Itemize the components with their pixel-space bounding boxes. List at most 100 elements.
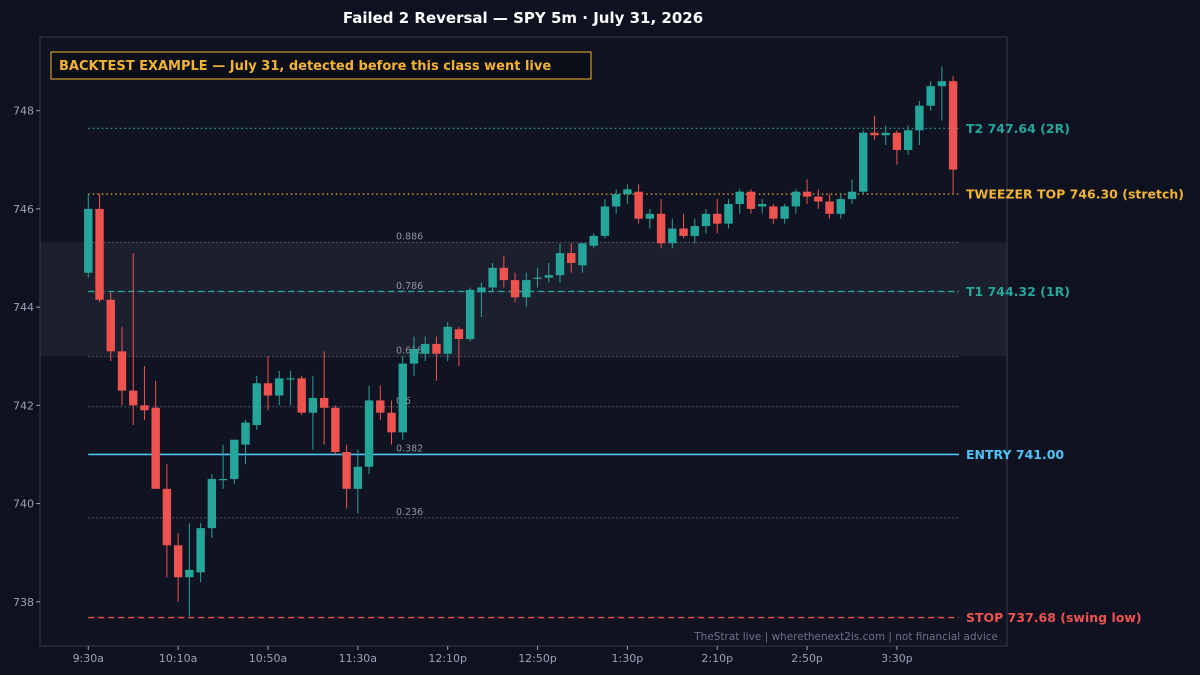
x-tick-label: 11:30a [339,652,377,665]
fib-label: 0.886 [396,231,423,242]
candle [870,115,879,141]
candle-body [454,329,464,340]
banner-box [50,51,592,80]
candle [881,125,890,146]
candle-body [477,287,486,293]
candle-body [162,488,172,546]
candle [84,194,93,278]
candle-body [185,569,194,578]
candle-body [308,397,318,413]
candle-body [679,228,688,236]
candle-body [173,545,183,578]
candle [443,321,452,362]
candle-body [859,132,868,192]
candle [499,255,509,288]
candle-body [802,191,812,197]
candle [376,385,385,421]
candle [196,523,205,583]
candle-body [769,206,778,219]
candle-body [791,191,801,207]
candle [937,66,947,121]
candle [611,189,621,214]
candle [230,439,239,484]
candle [477,282,486,317]
candle-body [353,466,363,489]
candle-body [117,351,127,391]
candle-body [847,191,857,200]
candle [836,194,845,219]
y-tick-label: 742 [13,399,34,412]
candle [465,287,475,342]
stop-level-label: STOP 737.68 (swing low) [966,610,1142,625]
candle [859,130,868,195]
candle [510,272,520,303]
fib-label: 0.618 [396,346,423,357]
candle [533,267,542,288]
candle [319,351,329,445]
candle-body [275,378,284,396]
candle [207,474,217,538]
candle-body [701,213,711,227]
candle-body [342,452,351,489]
candle-body [129,390,138,406]
candle-body [106,299,115,352]
candle [600,199,610,239]
candle [780,203,789,224]
candle-body [409,348,419,364]
candle-body [567,253,576,263]
candle [331,405,340,455]
candle-body [926,86,935,106]
candle-body [522,280,531,298]
candle [522,272,531,308]
candle-body [555,253,565,276]
candle-body [432,343,441,354]
candle [432,336,441,381]
candle [185,523,194,617]
candle-body [600,206,610,236]
candle-body [286,378,295,380]
entry-level-label: ENTRY 741.00 [966,447,1064,462]
chart-title: Failed 2 Reversal — SPY 5m · July 31, 20… [343,9,703,27]
candle-body [387,412,396,433]
candle-body [634,191,643,219]
candle [926,81,935,111]
candle-body [892,132,902,150]
candle-body [870,132,879,136]
x-axis: 9:30a 10:10a 10:50a 11:30a 12:10p 12:50p 1:30p… [73,646,913,665]
candle-body [263,383,273,396]
candle [387,400,396,445]
candle-body [881,132,890,136]
candle-body [544,275,553,278]
candle [634,184,643,224]
x-tick-label: 1:30p [612,652,644,665]
footer-text: TheStrat live | wherethenext2is.com | no… [693,631,998,643]
candle-body [915,105,924,131]
candle [297,375,306,416]
backtest-banner: BACKTEST EXAMPLE — July 31, detected bef… [50,51,592,80]
tweezer-level-label: TWEEZER TOP 746.30 (stretch) [966,187,1184,202]
candle [915,100,924,146]
candle-body [825,201,834,214]
candle-body [364,400,374,467]
candle [746,189,756,214]
candle-body [331,407,340,453]
candle-body [319,397,329,408]
candle-body [611,194,621,207]
candle-body [196,528,205,573]
candle [241,420,250,465]
fib-zone [40,242,1007,357]
candle [567,243,576,273]
candle [679,213,688,239]
candle [735,189,744,214]
candle [454,326,464,367]
candle [769,203,778,224]
x-tick-label: 9:30a [73,652,104,665]
candles [84,66,958,617]
candle-body [690,226,699,236]
candle [353,449,363,514]
candle-body [645,213,655,219]
candle-body [84,208,93,273]
candle-body [465,289,475,340]
candle-body [533,277,542,279]
zone-layer [40,242,1007,357]
